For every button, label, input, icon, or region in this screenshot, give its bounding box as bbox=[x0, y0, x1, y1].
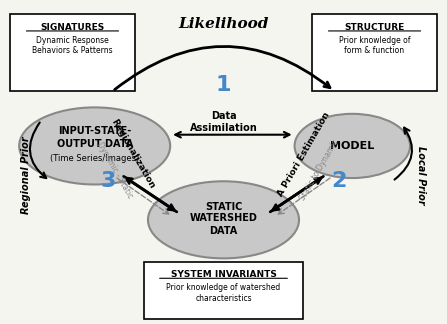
Text: Data
Assimilation: Data Assimilation bbox=[190, 111, 257, 133]
Text: A Priori Estimation: A Priori Estimation bbox=[276, 110, 331, 198]
Text: form & function: form & function bbox=[345, 46, 405, 55]
Text: Likelihood: Likelihood bbox=[178, 17, 269, 31]
Text: Prior knowledge of: Prior knowledge of bbox=[339, 36, 410, 45]
Text: MODEL: MODEL bbox=[330, 141, 375, 151]
Text: (Time Series/Images): (Time Series/Images) bbox=[50, 154, 139, 163]
Text: STRUCTURE: STRUCTURE bbox=[344, 23, 405, 31]
Text: SYSTEM INVARIANTS: SYSTEM INVARIANTS bbox=[171, 270, 276, 279]
Text: 1: 1 bbox=[216, 75, 231, 95]
Text: Prior knowledge of watershed: Prior knowledge of watershed bbox=[166, 284, 281, 293]
FancyBboxPatch shape bbox=[10, 14, 135, 91]
Text: Regionalization: Regionalization bbox=[109, 118, 156, 191]
Text: characteristics: characteristics bbox=[195, 294, 252, 303]
Text: Local Prior: Local Prior bbox=[416, 145, 426, 204]
Text: STATIC: STATIC bbox=[205, 202, 242, 212]
Text: DATA: DATA bbox=[209, 226, 238, 236]
Text: Behaviors & Patterns: Behaviors & Patterns bbox=[32, 46, 113, 55]
Text: SIGNATURES: SIGNATURES bbox=[40, 23, 105, 31]
Text: Dynamic Response: Dynamic Response bbox=[36, 36, 109, 45]
Text: 2: 2 bbox=[331, 171, 347, 191]
Text: Regional Prior: Regional Prior bbox=[21, 136, 31, 214]
FancyBboxPatch shape bbox=[143, 261, 304, 319]
Text: WATERSHED: WATERSHED bbox=[190, 213, 257, 223]
Text: OUTPUT DATA: OUTPUT DATA bbox=[57, 139, 133, 149]
Text: Dynamic - Static: Dynamic - Static bbox=[95, 140, 135, 200]
Text: Static to Dynamic: Static to Dynamic bbox=[298, 138, 340, 202]
Ellipse shape bbox=[148, 181, 299, 258]
Ellipse shape bbox=[19, 107, 170, 184]
Ellipse shape bbox=[295, 114, 410, 178]
Text: 3: 3 bbox=[100, 171, 116, 191]
FancyBboxPatch shape bbox=[312, 14, 437, 91]
Text: INPUT-STATE-: INPUT-STATE- bbox=[58, 126, 131, 136]
